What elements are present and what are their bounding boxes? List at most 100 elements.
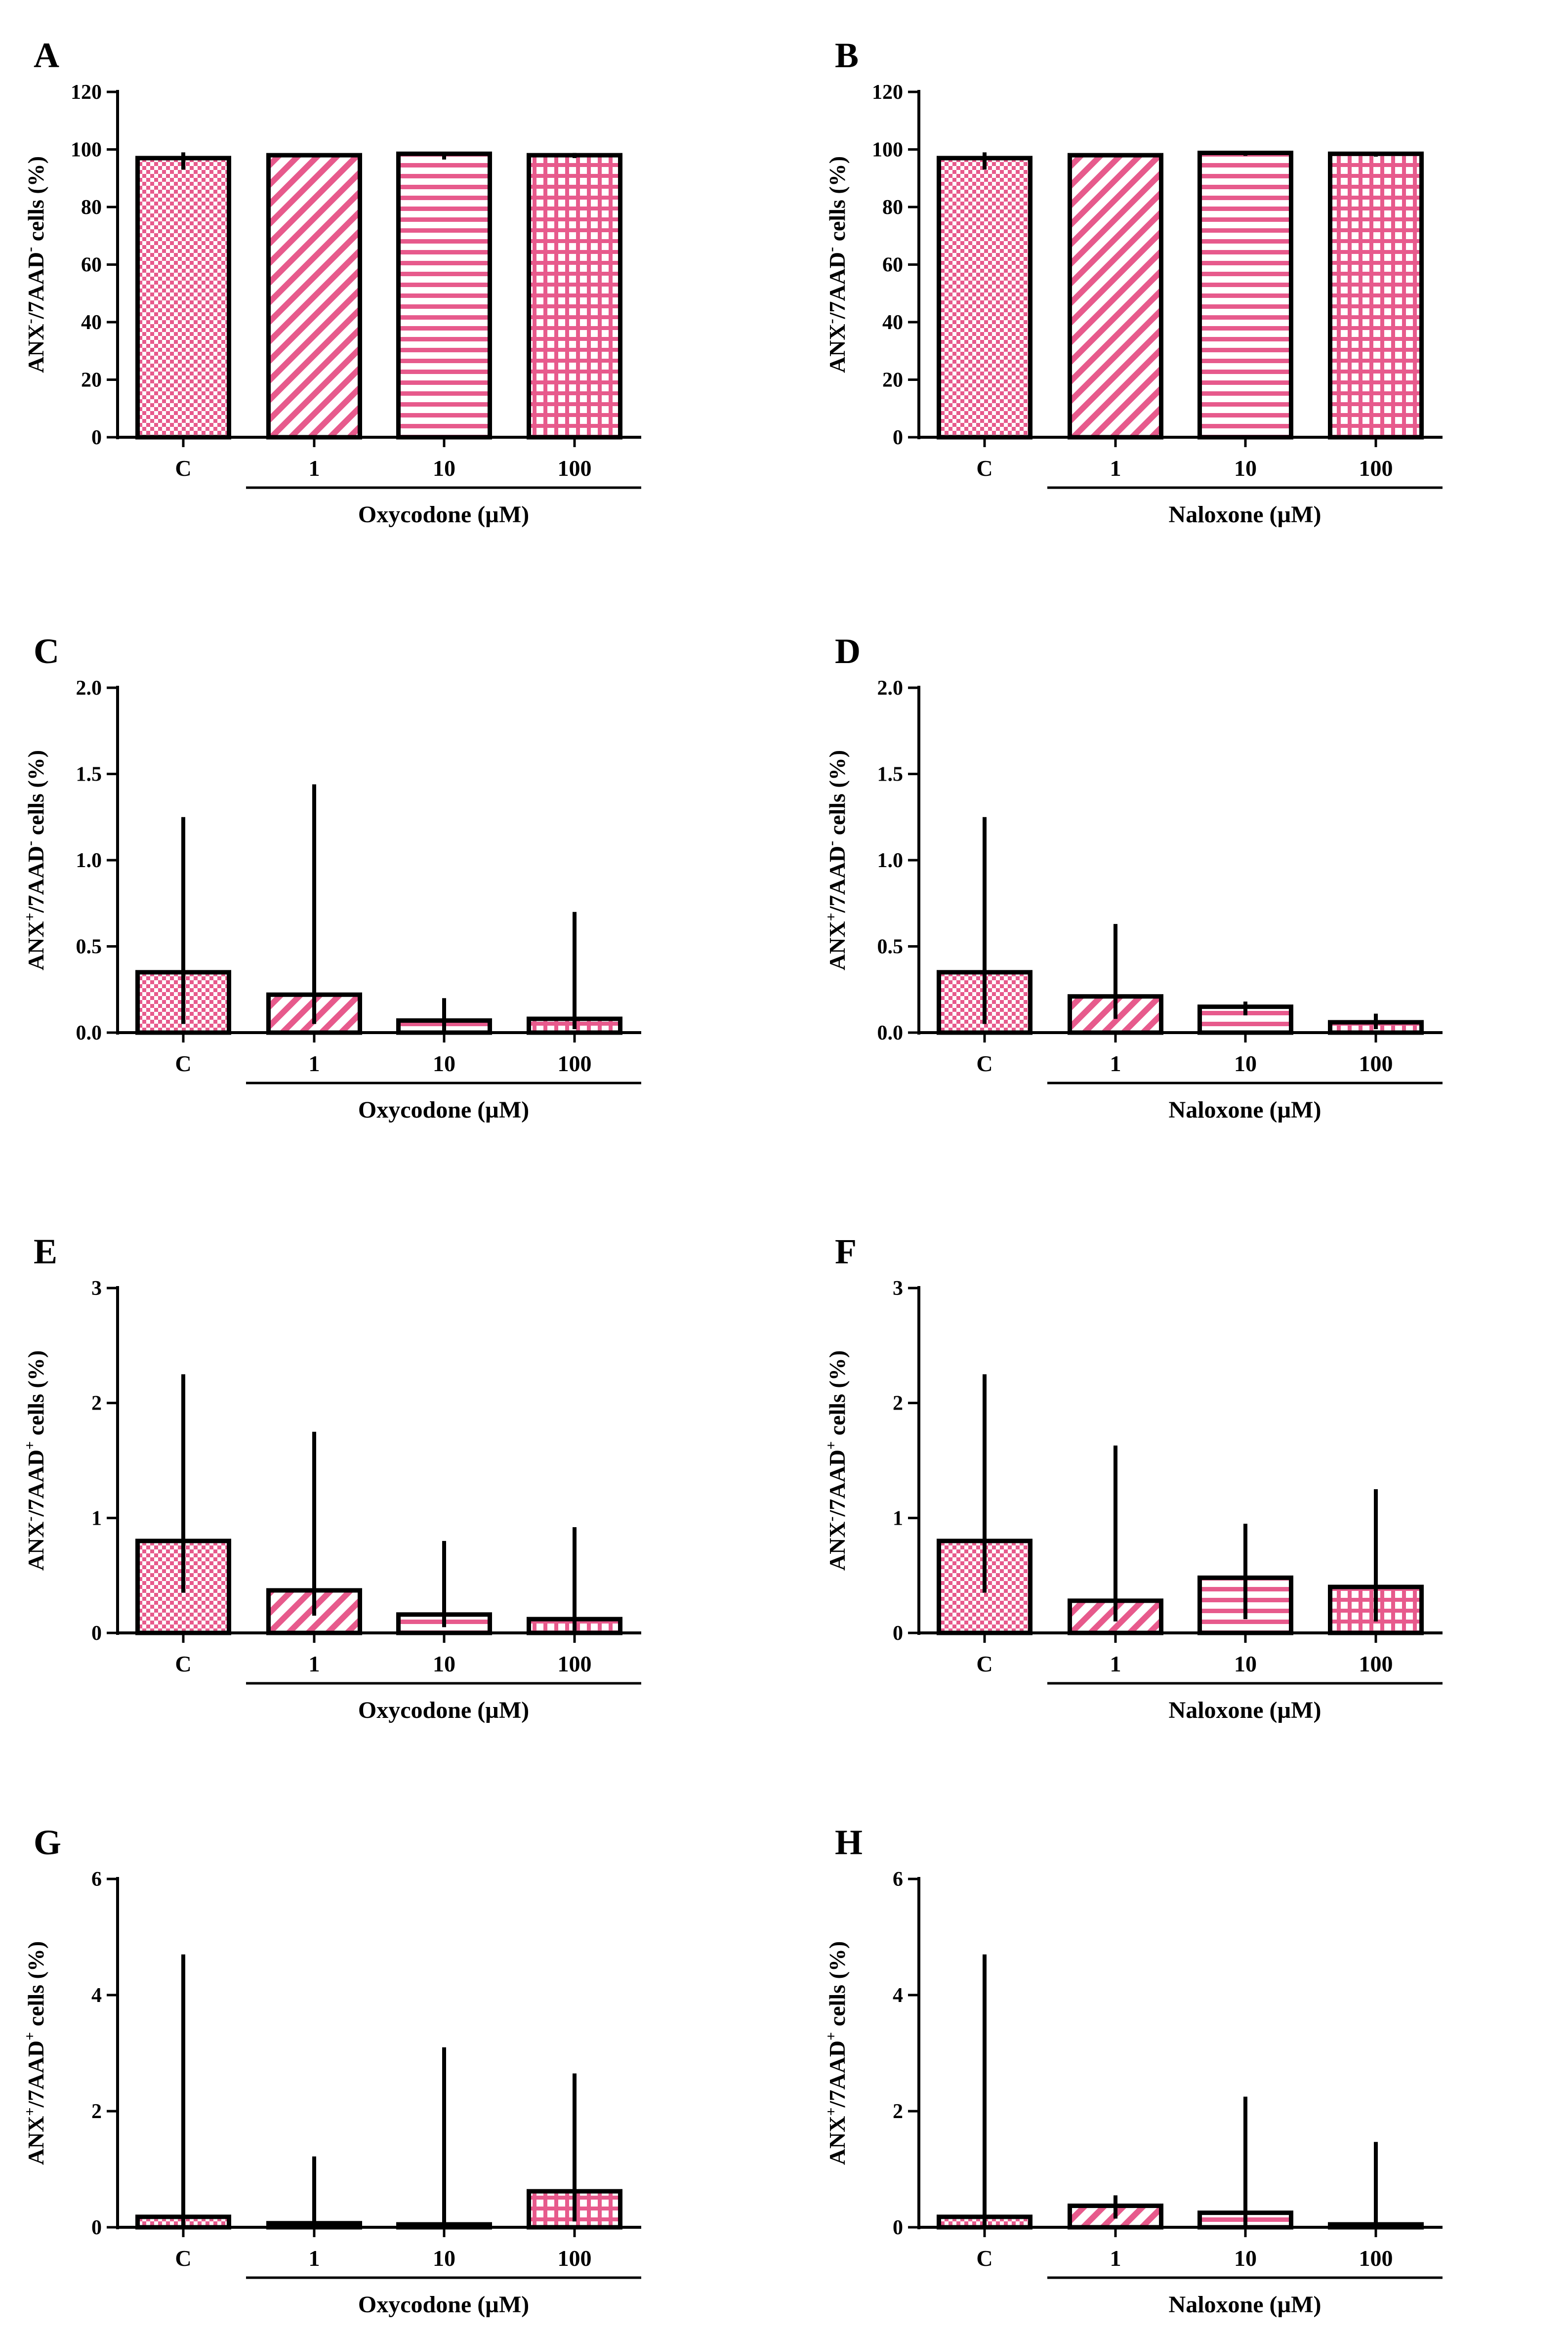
y-axis-title: ANX+/7AAD+ cells (%) <box>823 1941 850 2165</box>
bar-b-3 <box>1328 151 1424 440</box>
y-tick-label: 60 <box>882 254 903 277</box>
y-tick-label: 3 <box>91 1277 102 1300</box>
bar-a-1 <box>266 153 362 440</box>
x-axis-title: Oxycodone (µM) <box>358 1697 529 1723</box>
bar-a-0 <box>135 156 231 440</box>
x-category-label: 10 <box>1234 2246 1257 2271</box>
y-axis-title-part: ANX <box>825 921 850 970</box>
y-tick-label: 0 <box>91 1622 102 1645</box>
x-category-label: 1 <box>309 1051 320 1076</box>
y-tick-label: 1 <box>893 1507 903 1530</box>
y-axis-title-part: cells (%) <box>23 750 48 841</box>
y-axis-title-part: ANX <box>825 1521 850 1571</box>
y-axis-title-part: + <box>22 2032 38 2041</box>
x-axis-title: Oxycodone (µM) <box>358 2292 529 2318</box>
panel-e: E 0 1 2 3 C 1 10 100 Oxycodone (µM) ANX-/7AAD+ cel… <box>22 1232 641 1723</box>
y-tick-label: 0.0 <box>76 1022 102 1044</box>
y-axis-title-part: cells (%) <box>23 1941 48 2032</box>
y-tick-label: 20 <box>882 369 903 392</box>
x-axis-title: Naloxone (µM) <box>1169 1697 1321 1723</box>
y-tick-label: 0.5 <box>76 936 102 959</box>
panel-letter: G <box>34 1823 61 1862</box>
y-axis-title-part: ANX <box>23 324 48 373</box>
x-category-label: 1 <box>309 1651 320 1676</box>
x-category-label: 100 <box>558 2246 592 2271</box>
y-tick-label: 80 <box>882 196 903 219</box>
x-category-label: 10 <box>433 1051 455 1076</box>
x-category-label: 100 <box>558 1651 592 1676</box>
panel-letter: B <box>835 36 859 75</box>
y-axis-title-part: + <box>823 913 839 921</box>
bar-b-0 <box>937 156 1032 440</box>
panel-a: A 0 20 40 60 80 100 120 C 1 10 100 Oxycodone (µM) ANX… <box>22 36 641 528</box>
bar-b-2 <box>1197 150 1293 440</box>
y-tick-label: 0.5 <box>877 936 904 959</box>
y-axis-title-part: - <box>823 319 839 324</box>
y-axis-title-part: cells (%) <box>23 1350 48 1441</box>
y-axis-title: ANX+/7AAD- cells (%) <box>22 750 48 970</box>
panel-letter: D <box>835 631 861 671</box>
y-tick-label: 100 <box>872 139 903 162</box>
x-category-label: 10 <box>433 456 455 481</box>
panel-d: D 0.0 0.5 1.0 1.5 2.0 C 1 10 100 Naloxone (µM) ANX+… <box>823 631 1443 1123</box>
y-tick-label: 2 <box>893 2100 903 2123</box>
y-axis-title: ANX-/7AAD+ cells (%) <box>22 1350 48 1571</box>
panel-letter: F <box>835 1232 857 1271</box>
y-axis-title-part: + <box>22 913 38 921</box>
x-category-label: 1 <box>1110 1651 1121 1676</box>
y-axis-title-part: + <box>22 1441 38 1450</box>
y-tick-label: 2.0 <box>877 677 904 700</box>
panel-letter: H <box>835 1823 863 1862</box>
x-category-label: C <box>976 2246 992 2271</box>
y-tick-label: 4 <box>91 1984 102 2007</box>
y-axis-title-part: cells (%) <box>825 750 850 841</box>
y-tick-label: 0 <box>893 2216 903 2239</box>
y-tick-label: 6 <box>91 1868 102 1891</box>
x-axis-title: Oxycodone (µM) <box>358 1097 529 1123</box>
y-axis-title-part: /7AAD <box>825 2041 850 2108</box>
x-category-label: 10 <box>1234 1651 1257 1676</box>
y-axis-title-part: /7AAD <box>825 846 850 913</box>
y-tick-label: 3 <box>893 1277 903 1300</box>
y-axis-title-part: - <box>22 319 38 324</box>
x-axis-title: Naloxone (µM) <box>1169 2292 1321 2318</box>
y-tick-label: 0 <box>893 1622 903 1645</box>
y-axis-title-part: + <box>22 2107 38 2116</box>
y-axis-title-part: /7AAD <box>23 846 48 913</box>
y-tick-label: 0 <box>91 426 102 449</box>
y-axis-title: ANX+/7AAD- cells (%) <box>823 750 850 970</box>
bar-a-2 <box>396 151 492 440</box>
y-axis-title-part: /7AAD <box>23 252 48 319</box>
x-category-label: 10 <box>433 1651 455 1676</box>
bar-a-3 <box>527 153 622 440</box>
y-tick-label: 1.5 <box>877 763 904 786</box>
y-axis-title-part: - <box>823 1516 839 1521</box>
x-category-label: 100 <box>1359 456 1393 481</box>
x-category-label: C <box>976 1651 992 1676</box>
y-tick-label: 0.0 <box>877 1022 904 1044</box>
x-category-label: 100 <box>1359 1051 1393 1076</box>
y-axis-title-part: ANX <box>23 2116 48 2165</box>
y-axis-title-part: /7AAD <box>825 1450 850 1517</box>
y-axis-title-part: cells (%) <box>23 156 48 247</box>
y-tick-label: 1.0 <box>76 849 102 872</box>
x-axis-title: Naloxone (µM) <box>1169 1097 1321 1123</box>
y-axis-title-part: - <box>823 247 839 252</box>
y-tick-label: 2 <box>91 1392 102 1415</box>
y-tick-label: 2.0 <box>76 677 102 700</box>
x-category-label: 100 <box>558 456 592 481</box>
y-tick-label: 60 <box>81 254 102 277</box>
bar-b-1 <box>1068 153 1163 440</box>
y-tick-label: 2 <box>91 2100 102 2123</box>
y-axis-title: ANX-/7AAD- cells (%) <box>823 156 850 373</box>
y-tick-label: 40 <box>882 311 903 334</box>
x-category-label: C <box>976 1051 992 1076</box>
x-axis-title: Oxycodone (µM) <box>358 501 529 528</box>
x-category-label: C <box>175 456 191 481</box>
y-tick-label: 80 <box>81 196 102 219</box>
x-category-label: 100 <box>558 1051 592 1076</box>
